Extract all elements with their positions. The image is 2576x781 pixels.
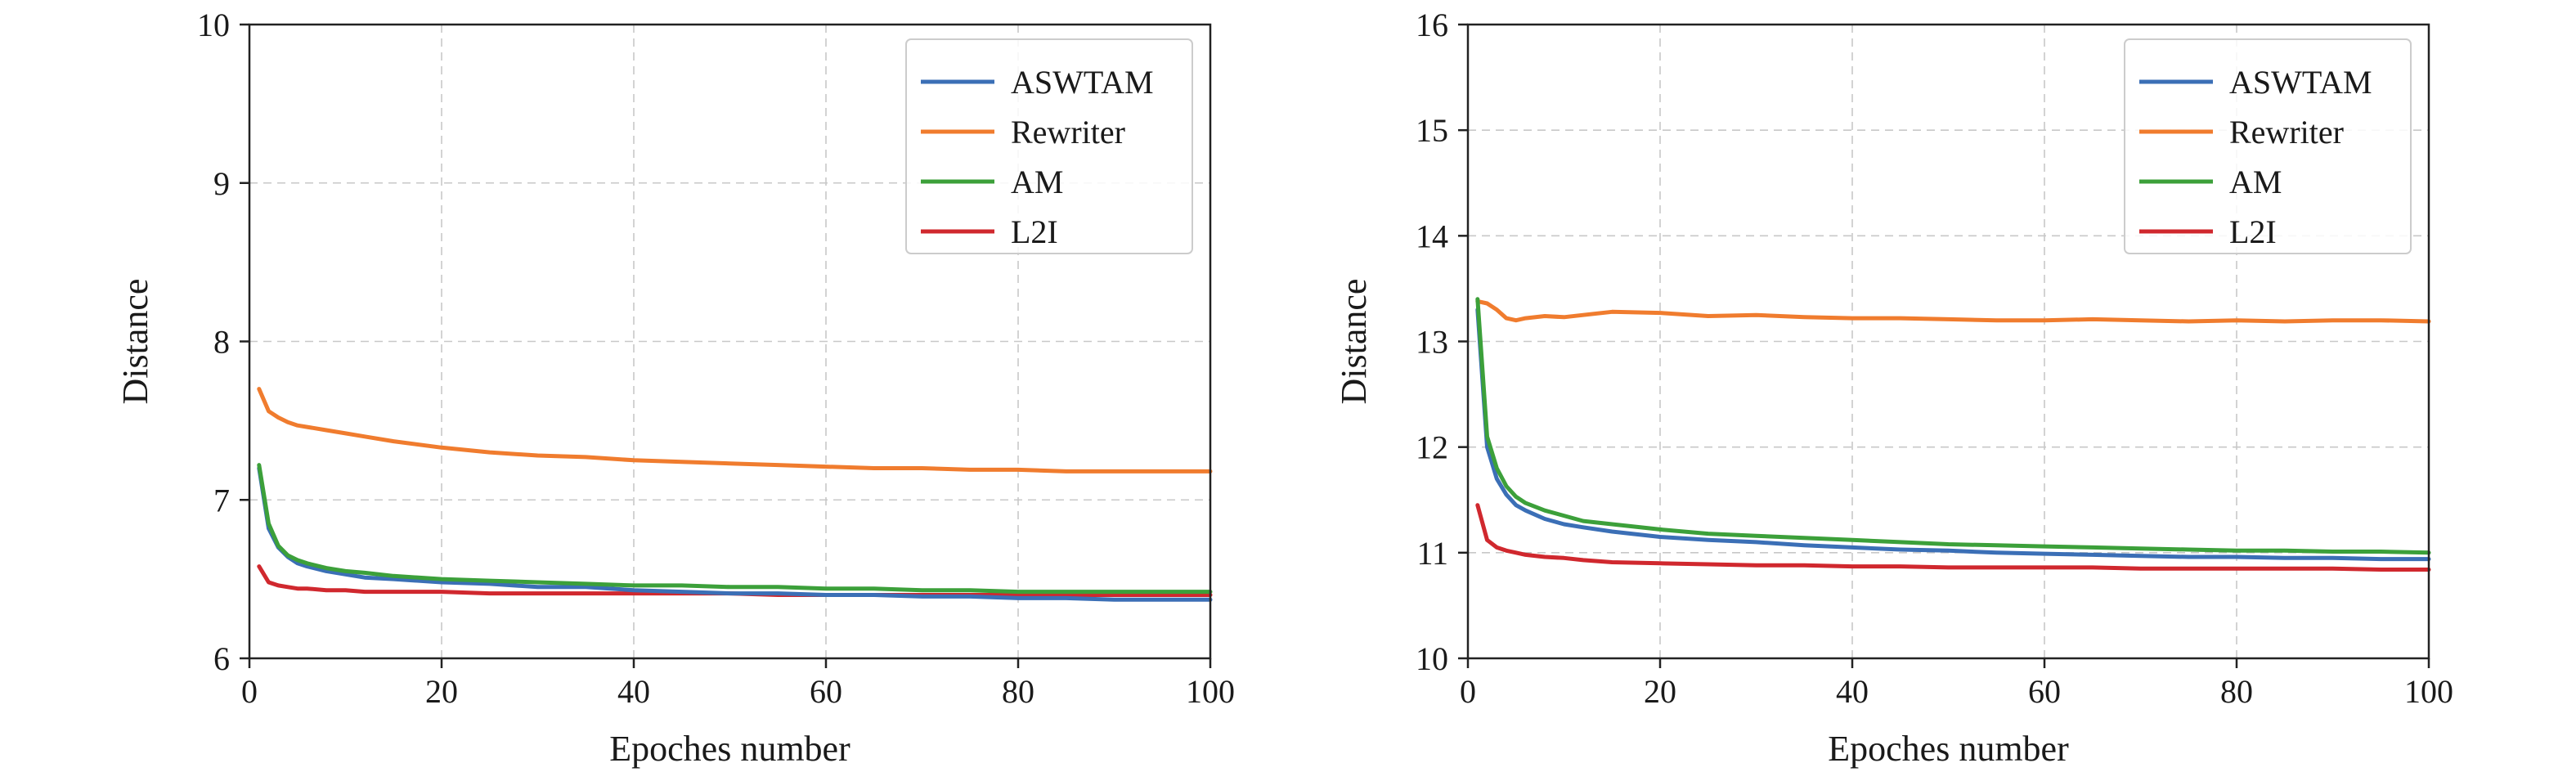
chart-right-ytick-label-11: 11 [1416,535,1448,572]
legend-entry-aswtam: ASWTAM [2139,64,2372,101]
chart-left-ytick-label-7: 7 [213,482,230,518]
chart-left-xtick-label-40: 40 [617,673,650,710]
legend-entry-rewriter: Rewriter [2139,114,2344,150]
chart-right-ytick-label-10: 10 [1416,640,1448,677]
series-line-am [1475,297,2431,555]
chart-left-legend: ASWTAM Rewriter AM L2I [905,38,1193,254]
chart-right-xtick-label-80: 80 [2220,673,2253,710]
chart-left-ytick-label-9: 9 [213,165,230,202]
chart-right-xtick-label-40: 40 [1836,673,1869,710]
chart-right-xtick-label-100: 100 [2404,673,2453,710]
chart-right-ytick-label-14: 14 [1416,218,1448,254]
chart-left-xtick-label-100: 100 [1186,673,1235,710]
chart-left-xtick-label-80: 80 [1002,673,1034,710]
chart-right-xlabel: Epoches number [1828,729,2069,769]
chart-right-ytick-label-15: 15 [1416,112,1448,149]
series-line-aswtam [1475,307,2431,562]
legend-entry-rewriter: Rewriter [921,114,1125,150]
chart-left-xtick-label-60: 60 [810,673,842,710]
series-line-am [257,463,1213,595]
legend-label-aswtam: ASWTAM [2229,64,2372,101]
legend-label-aswtam: ASWTAM [1011,64,1154,101]
chart-right-ytick-label-13: 13 [1416,324,1448,361]
legend-label-am: AM [2229,164,2282,200]
legend-label-am: AM [1011,164,1063,200]
series-line-aswtam [257,466,1213,602]
chart-right-xtick-label-20: 20 [1644,673,1676,710]
chart-left-grid [249,25,1210,658]
chart-right-ytick-label-12: 12 [1416,429,1448,466]
chart-right-xtick-label-60: 60 [2028,673,2061,710]
chart-right-legend-box [2124,38,2412,254]
chart-right-series [1475,297,2431,572]
series-line-l2i [1475,503,2431,572]
legend-entry-l2i: L2I [921,213,1058,250]
chart-right-legend: ASWTAM Rewriter AM L2I [2124,38,2412,254]
chart-left-legend-box [905,38,1193,254]
chart-right-xtick-label-0: 0 [1460,673,1476,710]
chart-right-ylabel: Distance [1334,279,1374,405]
chart-right-grid [1468,25,2429,658]
chart-left-xtick-label-20: 20 [425,673,458,710]
legend-entry-am: AM [2139,164,2282,200]
chart-left-ylabel: Distance [115,279,155,405]
series-line-l2i [257,564,1213,597]
chart-left-ticks: 0 20 40 60 80 100 6 7 8 9 10 [197,7,1235,710]
chart-right-ticks: 0 20 40 60 80 100 10 11 12 13 14 15 16 [1416,7,2453,710]
chart-left-ytick-label-8: 8 [213,324,230,361]
legend-entry-aswtam: ASWTAM [921,64,1154,101]
legend-label-rewriter: Rewriter [2229,114,2344,150]
chart-left-xlabel: Epoches number [609,729,850,769]
legend-label-l2i: L2I [1011,213,1058,250]
chart-left-ytick-label-10: 10 [197,7,230,43]
chart-left-xtick-label-0: 0 [241,673,258,710]
legend-entry-am: AM [921,164,1063,200]
series-line-rewriter [1475,298,2431,324]
chart-left-ytick-label-6: 6 [213,640,230,677]
chart-left: 0 20 40 60 80 100 6 7 8 9 10 Epoches number Distan… [115,7,1235,769]
series-line-rewriter [257,387,1213,474]
chart-right-ytick-label-16: 16 [1416,7,1448,43]
chart-right: 0 20 40 60 80 100 10 11 12 13 14 15 16 Epoches numbe… [1334,7,2453,769]
chart-left-series [257,387,1213,602]
legend-label-rewriter: Rewriter [1011,114,1125,150]
legend-entry-l2i: L2I [2139,213,2277,250]
legend-label-l2i: L2I [2229,213,2277,250]
